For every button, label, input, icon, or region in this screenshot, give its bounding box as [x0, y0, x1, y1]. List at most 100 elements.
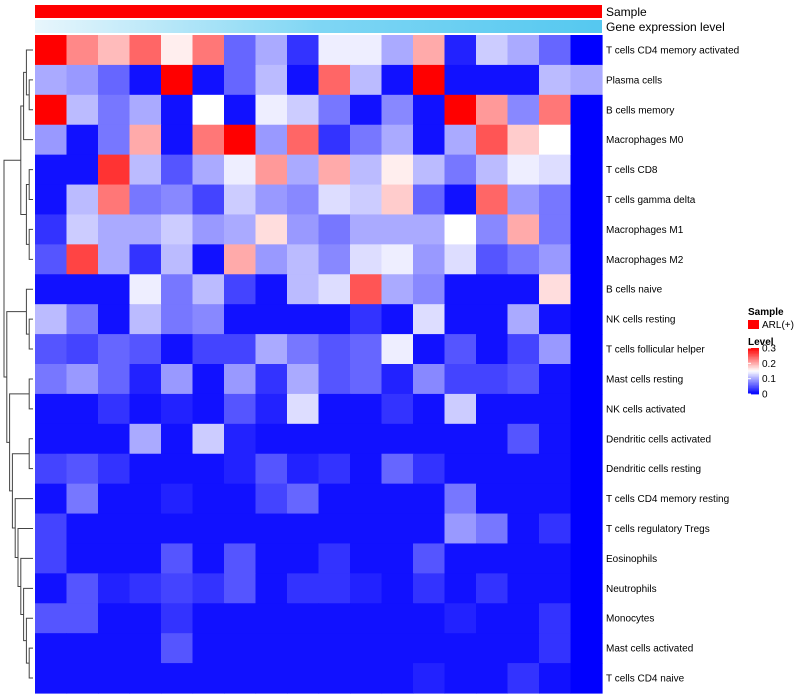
- annotation-track-gene-expression: [35, 20, 602, 33]
- heatmap-cell: [98, 663, 131, 694]
- heatmap-cell: [98, 633, 131, 664]
- heatmap-cell: [255, 334, 288, 365]
- heatmap-cell: [66, 603, 99, 634]
- heatmap-cell: [224, 393, 257, 425]
- heatmap-cell: [444, 214, 477, 245]
- heatmap-cell: [161, 603, 194, 634]
- heatmap-cell: [381, 94, 414, 126]
- heatmap-cell: [35, 334, 68, 365]
- heatmap-cell: [255, 184, 288, 216]
- row-label: Macrophages M1: [606, 225, 684, 236]
- heatmap-cell: [444, 154, 477, 186]
- heatmap-cell: [192, 633, 225, 664]
- heatmap-cell: [98, 154, 131, 186]
- heatmap-cell: [255, 513, 288, 545]
- heatmap-cell: [381, 573, 414, 604]
- heatmap-cell: [66, 274, 99, 305]
- heatmap-cell: [161, 184, 194, 216]
- heatmap-cell: [350, 543, 383, 574]
- heatmap-cell: [318, 304, 351, 335]
- heatmap-cell: [350, 244, 383, 275]
- heatmap-cell: [35, 423, 68, 455]
- heatmap-cell: [287, 364, 320, 395]
- heatmap-cell: [161, 423, 194, 455]
- heatmap-cell: [98, 244, 131, 275]
- heatmap-cell: [255, 94, 288, 126]
- heatmap-cell: [444, 453, 477, 485]
- heatmap-cell: [381, 64, 414, 96]
- heatmap-cell: [161, 304, 194, 335]
- heatmap-cell: [507, 453, 540, 485]
- heatmap-cell: [444, 483, 477, 515]
- heatmap-cell: [570, 393, 603, 425]
- heatmap-cell: [507, 423, 540, 455]
- heatmap-cell: [413, 633, 446, 664]
- heatmap-cell: [35, 393, 68, 425]
- heatmap-cell: [444, 663, 477, 694]
- legend-tick-label: 0.3: [762, 344, 776, 355]
- heatmap-cell: [318, 214, 351, 245]
- heatmap-cell: [192, 94, 225, 126]
- heatmap-cell: [287, 214, 320, 245]
- heatmap-cell: [35, 513, 68, 545]
- legend-bar-segment: [748, 387, 759, 390]
- legend-bar-segment: [748, 354, 759, 357]
- row-label: T cells CD4 memory activated: [606, 46, 739, 57]
- heatmap-cell: [476, 603, 509, 634]
- heatmap-cell: [98, 543, 131, 574]
- heatmap-cell: [570, 64, 603, 96]
- heatmap-cell: [381, 483, 414, 515]
- legend-tick-label: 0.1: [762, 374, 776, 385]
- heatmap-cell: [507, 154, 540, 186]
- heatmap-cell: [539, 633, 572, 664]
- heatmap-cell: [224, 513, 257, 545]
- heatmap-cell: [129, 364, 162, 395]
- heatmap-cell: [98, 334, 131, 365]
- heatmap-cell: [192, 334, 225, 365]
- heatmap-cell: [35, 214, 68, 245]
- legend-bar-segment: [748, 369, 759, 372]
- heatmap-cell: [570, 663, 603, 694]
- heatmap-cell: [570, 483, 603, 515]
- heatmap-cell: [255, 663, 288, 694]
- heatmap-cell: [507, 603, 540, 634]
- heatmap-cell: [539, 154, 572, 186]
- heatmap-cell: [35, 663, 68, 694]
- heatmap-cell: [255, 603, 288, 634]
- legend-bar-segment: [748, 349, 759, 352]
- heatmap-cell: [350, 573, 383, 604]
- heatmap-cell: [413, 364, 446, 395]
- heatmap-cell: [98, 423, 131, 455]
- heatmap-cell: [129, 35, 162, 66]
- heatmap-cell: [287, 423, 320, 455]
- heatmap-cell: [318, 94, 351, 126]
- heatmap-cell: [161, 94, 194, 126]
- heatmap-cell: [381, 214, 414, 245]
- heatmap-cell: [224, 423, 257, 455]
- heatmap-cell: [318, 483, 351, 515]
- heatmap-cell: [35, 304, 68, 335]
- legend-bar-segment: [748, 374, 759, 376]
- heatmap-cell: [476, 154, 509, 186]
- heatmap-cell: [476, 393, 509, 425]
- heatmap-cell: [66, 423, 99, 455]
- heatmap-cell: [413, 573, 446, 604]
- heatmap-cell: [66, 244, 99, 275]
- heatmap-cell: [444, 334, 477, 365]
- row-label: T cells regulatory Tregs: [606, 524, 710, 535]
- heatmap-cell: [255, 35, 288, 66]
- dendrogram-branch: [23, 71, 33, 141]
- heatmap-cell: [287, 124, 320, 156]
- heatmap-cell: [507, 244, 540, 275]
- heatmap-cell: [35, 35, 68, 66]
- heatmap-cell: [129, 423, 162, 455]
- heatmap-cell: [161, 244, 194, 275]
- heatmap-cell: [129, 663, 162, 694]
- row-label: Monocytes: [606, 614, 654, 625]
- heatmap-cell: [507, 663, 540, 694]
- heatmap-cell: [129, 274, 162, 305]
- heatmap-cell: [35, 483, 68, 515]
- heatmap-cell: [255, 573, 288, 604]
- heatmap-cell: [507, 64, 540, 96]
- heatmap-cell: [66, 124, 99, 156]
